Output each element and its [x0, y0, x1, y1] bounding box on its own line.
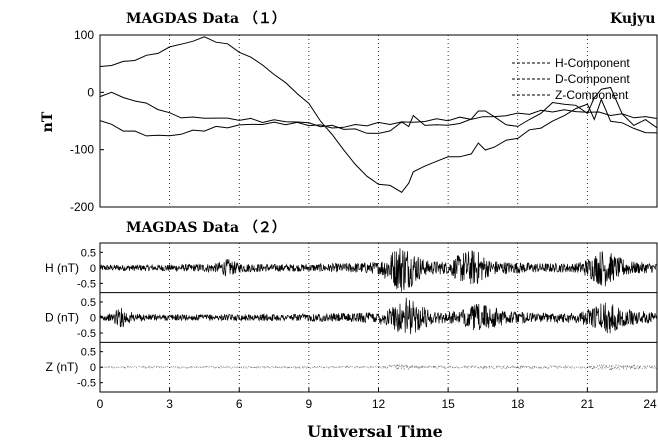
x-tick-label-0: 0	[97, 397, 104, 411]
legend-label-0: H-Component	[555, 56, 630, 70]
panel-0-ylabel: H (nT)	[45, 261, 79, 275]
panel-2-ytick-label-0: 0.5	[81, 347, 96, 359]
x-tick-label-7: 21	[581, 397, 595, 411]
x-tick-label-6: 18	[511, 397, 525, 411]
x-tick-label-1: 3	[166, 397, 173, 411]
x-tick-label-2: 6	[236, 397, 243, 411]
top-chart-y-ticks: 100 0 -100 -200	[70, 28, 104, 214]
top-chart-frame	[99, 34, 658, 208]
bottom-chart-labels: H (nT)0.50-0.5D (nT)0.50-0.5Z (nT)0.50-0…	[45, 247, 103, 390]
top-y-tick-label-1: 0	[87, 85, 94, 99]
panel-2-ylabel: Z (nT)	[46, 360, 79, 374]
top-chart-series	[99, 36, 658, 193]
top-chart-legend: H-Component D-Component Z-Component	[512, 56, 630, 102]
x-tick-label-4: 12	[372, 397, 386, 411]
panel-0-ytick-label-1: 0	[90, 263, 96, 275]
panel-2-signal	[99, 363, 658, 371]
chart1-title: MAGDAS Data （１）	[126, 11, 286, 27]
series-line-z-component	[99, 109, 658, 137]
top-chart-grid	[169, 35, 588, 207]
bottom-chart-frame	[99, 242, 658, 393]
series-line-d-component	[99, 86, 658, 134]
panel-1-ytick-label-0: 0.5	[81, 297, 96, 309]
series-line-h-component	[99, 36, 658, 193]
legend-label-1: D-Component	[555, 72, 630, 86]
chart2-title: MAGDAS Data （２）	[126, 220, 286, 236]
bottom-chart-x-ticks: 0 3 6 9 12 15 18 21 24	[97, 388, 658, 411]
bottom-chart-signals	[99, 248, 658, 371]
top-y-axis-label: nT	[40, 111, 56, 132]
panel-0-signal	[99, 248, 657, 292]
legend-label-2: Z-Component	[555, 88, 629, 102]
panel-1-signal	[99, 297, 658, 335]
panel-0-ytick-label-0: 0.5	[81, 247, 96, 259]
panel-1-ylabel: D (nT)	[45, 311, 79, 325]
panel-1-ytick-label-2: -0.5	[77, 328, 96, 340]
panel-2-ytick-label-2: -0.5	[77, 378, 96, 390]
panel-2-ytick-label-1: 0	[90, 362, 96, 374]
top-y-tick-label-0: 100	[74, 28, 94, 42]
panel-0-ytick-label-2: -0.5	[77, 278, 96, 290]
panel-1-ytick-label-1: 0	[90, 313, 96, 325]
station-name: Kujyu	[610, 11, 655, 27]
top-y-tick-label-3: -200	[70, 200, 94, 214]
x-tick-label-3: 9	[306, 397, 313, 411]
top-y-tick-label-2: -100	[70, 143, 94, 157]
x-tick-label-5: 15	[441, 397, 455, 411]
x-tick-label-8: 24	[643, 397, 657, 411]
x-axis-label: Universal Time	[307, 422, 443, 441]
